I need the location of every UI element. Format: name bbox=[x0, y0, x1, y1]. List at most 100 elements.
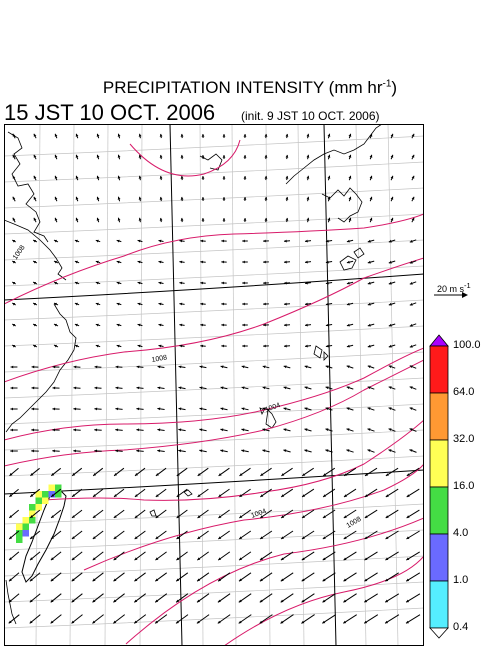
wind-vector-head bbox=[369, 154, 373, 158]
wind-vector-head bbox=[179, 344, 183, 348]
wind-vector-head bbox=[306, 154, 310, 158]
wind-vector-head bbox=[115, 365, 119, 369]
wind-vector-head bbox=[348, 196, 352, 200]
wind-vector-head bbox=[259, 578, 263, 582]
wind-vector-head bbox=[115, 386, 119, 390]
wind-vector-head bbox=[180, 175, 184, 179]
wind-vector-head bbox=[155, 578, 159, 582]
wind-vector-head bbox=[390, 133, 394, 137]
wind-vector-head bbox=[388, 428, 392, 431]
wind-vector-head bbox=[73, 407, 77, 411]
wind-vector-head bbox=[346, 260, 350, 264]
wind-vector-head bbox=[390, 175, 394, 179]
wind-vector-head bbox=[343, 557, 347, 561]
wind-vector-head bbox=[31, 449, 34, 453]
wind-vector-head bbox=[199, 428, 203, 432]
wind-vector-head bbox=[94, 365, 98, 369]
wind-vector-head bbox=[406, 494, 410, 497]
wind-vector-head bbox=[12, 240, 16, 243]
wind-vector-head bbox=[115, 449, 118, 453]
wind-vector-head bbox=[155, 494, 159, 497]
wind-vector-head bbox=[179, 239, 183, 243]
wind-vector-head bbox=[155, 536, 159, 539]
wind-vector-head bbox=[385, 494, 389, 497]
wind-vector-head bbox=[263, 344, 266, 348]
wind-vector-head bbox=[73, 386, 77, 390]
wind-vector-head bbox=[197, 494, 201, 497]
wind-vector-head bbox=[369, 196, 373, 200]
wind-vector-head bbox=[31, 365, 35, 369]
wind-vector-head bbox=[54, 154, 58, 158]
colorbar-swatch bbox=[429, 580, 449, 629]
wind-vector-head bbox=[116, 260, 120, 264]
wind-vector-head bbox=[385, 473, 389, 476]
wind-vector-head bbox=[301, 578, 305, 582]
wind-vector-head bbox=[411, 175, 415, 179]
precip-cell bbox=[42, 497, 49, 504]
wind-vector-head bbox=[12, 133, 16, 137]
wind-vector-head bbox=[304, 365, 308, 369]
wind-vector-head bbox=[222, 176, 226, 179]
wind-vector-head bbox=[135, 473, 138, 476]
wind-vector-head bbox=[52, 449, 55, 453]
wind-vector-head bbox=[201, 197, 205, 200]
wind-vector-head bbox=[30, 536, 33, 539]
wind-vector-head bbox=[280, 599, 284, 603]
wind-vector-head bbox=[159, 196, 163, 200]
wind-vector-head bbox=[239, 515, 243, 518]
wind-vector-head bbox=[280, 578, 284, 582]
wind-vector-head bbox=[305, 281, 308, 285]
precip-cell bbox=[55, 484, 62, 491]
wind-vector-head bbox=[134, 599, 138, 603]
taiwan-island bbox=[21, 489, 67, 583]
wind-vector-head bbox=[239, 494, 243, 497]
wind-vector-head bbox=[29, 599, 33, 603]
wind-vector-head bbox=[238, 599, 242, 603]
wind-vector-head bbox=[409, 449, 413, 452]
wind-vector bbox=[322, 614, 336, 624]
wind-vector-head bbox=[200, 323, 204, 327]
wind-vector-head bbox=[180, 196, 184, 200]
wind-vector-head bbox=[52, 407, 56, 411]
wind-vector-head bbox=[301, 557, 305, 561]
wind-vector-head bbox=[176, 473, 180, 476]
wind-vector-head bbox=[73, 428, 76, 432]
wind-vector-head bbox=[263, 239, 266, 243]
wind-vector-head bbox=[75, 217, 79, 221]
wind-vector-head bbox=[31, 407, 35, 411]
wind-vector-head bbox=[346, 323, 350, 327]
wind-vector-head bbox=[92, 578, 96, 582]
wind-vector-head bbox=[199, 386, 203, 390]
wind-vector-head bbox=[306, 133, 310, 137]
colorbar-level-label: 16.0 bbox=[453, 480, 475, 492]
wind-vector-head bbox=[264, 196, 268, 200]
wind-vector-head bbox=[385, 515, 389, 518]
wind-vector-head bbox=[10, 428, 13, 432]
wind-vector-head bbox=[322, 536, 326, 539]
wind-vector-head bbox=[388, 449, 392, 452]
wind-vector-head bbox=[52, 365, 56, 369]
wind-vector-head bbox=[117, 217, 121, 221]
wind-vector-head bbox=[242, 344, 245, 348]
wind-vector-head bbox=[263, 281, 266, 285]
wind-vector-head bbox=[301, 620, 305, 624]
wind-vector-head bbox=[241, 407, 245, 411]
wind-vector-head bbox=[71, 620, 75, 624]
wind-vector-head bbox=[137, 281, 141, 285]
wind-vector-head bbox=[322, 557, 326, 561]
wind-vector-head bbox=[385, 536, 389, 539]
wind-vector-head bbox=[73, 365, 77, 369]
wind-vector-head bbox=[178, 386, 182, 390]
reference-vector-label: 20 m s-1 bbox=[437, 281, 471, 294]
wind-vector-head bbox=[92, 536, 96, 539]
wind-vector-head bbox=[367, 302, 371, 306]
wind-vector-head bbox=[94, 407, 98, 411]
wind-vector-head bbox=[180, 133, 184, 137]
wind-vector-head bbox=[8, 599, 12, 603]
wind-vector-head bbox=[239, 536, 243, 539]
wind-vector-head bbox=[116, 344, 120, 348]
wind-vector-head bbox=[9, 515, 13, 518]
wind-vector-head bbox=[217, 620, 221, 624]
wind-vector-head bbox=[241, 428, 245, 432]
wind-vector-head bbox=[51, 536, 54, 539]
